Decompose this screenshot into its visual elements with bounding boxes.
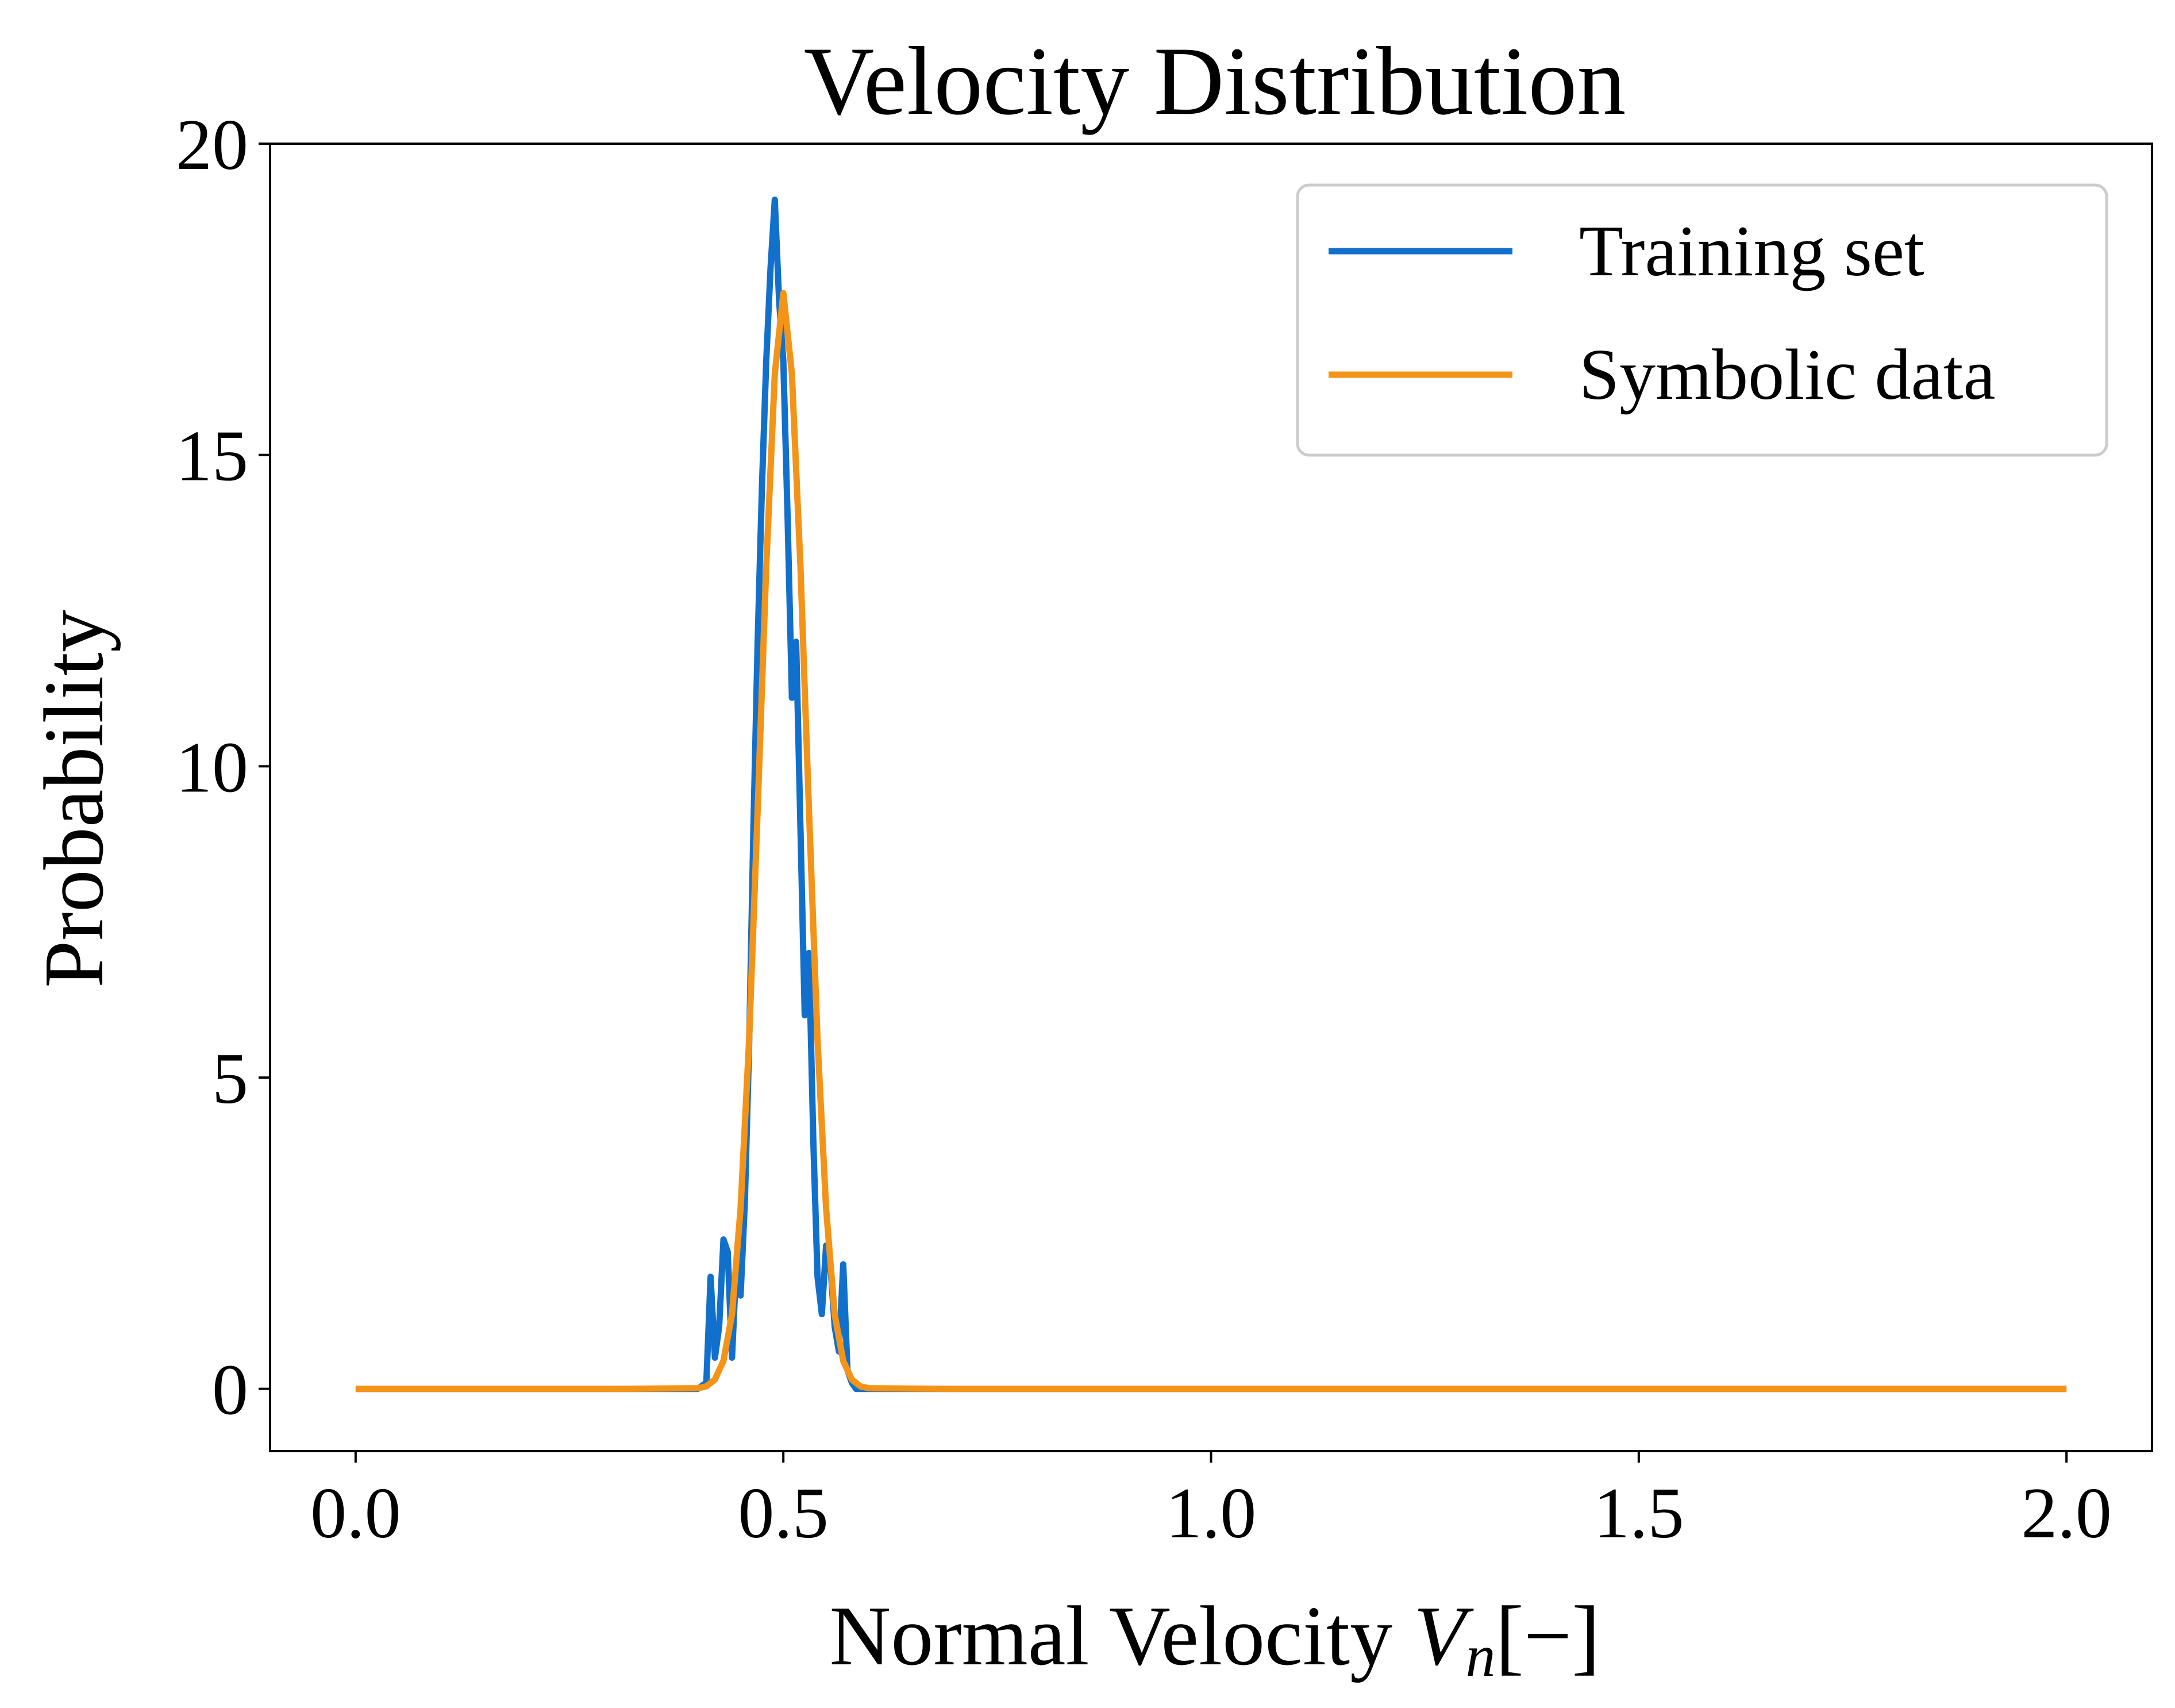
plot-area bbox=[355, 197, 2067, 1392]
chart-title: Velocity Distribution bbox=[804, 27, 1626, 135]
series-layer bbox=[355, 197, 2067, 1392]
x-axis: 0.0 0.5 1.0 1.5 2.0 bbox=[310, 1451, 2112, 1553]
x-tick-label: 1.0 bbox=[1166, 1474, 1257, 1553]
legend: Training set Symbolic data bbox=[1296, 183, 2108, 457]
x-axis-label-variable: V bbox=[1414, 1589, 1474, 1683]
x-tick-label: 0.5 bbox=[738, 1474, 829, 1553]
legend-label-symbolic-data: Symbolic data bbox=[1579, 335, 1995, 415]
x-axis-label: Normal Velocity Vn[−] bbox=[829, 1589, 1600, 1689]
series-line-symbolic-data bbox=[355, 290, 2067, 1392]
y-tick-label: 5 bbox=[212, 1039, 248, 1119]
y-tick-label: 20 bbox=[176, 105, 248, 185]
x-tick-label: 2.0 bbox=[2021, 1474, 2112, 1553]
y-axis-label: Probability bbox=[27, 610, 121, 988]
x-tick-label: 0.0 bbox=[310, 1474, 401, 1553]
y-tick-label: 0 bbox=[212, 1351, 248, 1430]
y-tick-label: 10 bbox=[176, 728, 248, 807]
x-tick-label: 1.5 bbox=[1593, 1474, 1684, 1553]
x-axis-label-main: Normal Velocity bbox=[829, 1589, 1414, 1683]
x-axis-label-unit: [−] bbox=[1496, 1589, 1600, 1683]
legend-items: Training set Symbolic data bbox=[1329, 211, 1995, 415]
x-axis-label-subscript: n bbox=[1466, 1623, 1496, 1689]
legend-label-training-set: Training set bbox=[1579, 211, 1924, 291]
y-tick-label: 15 bbox=[176, 417, 248, 497]
y-axis: 0 5 10 15 20 bbox=[176, 105, 270, 1430]
